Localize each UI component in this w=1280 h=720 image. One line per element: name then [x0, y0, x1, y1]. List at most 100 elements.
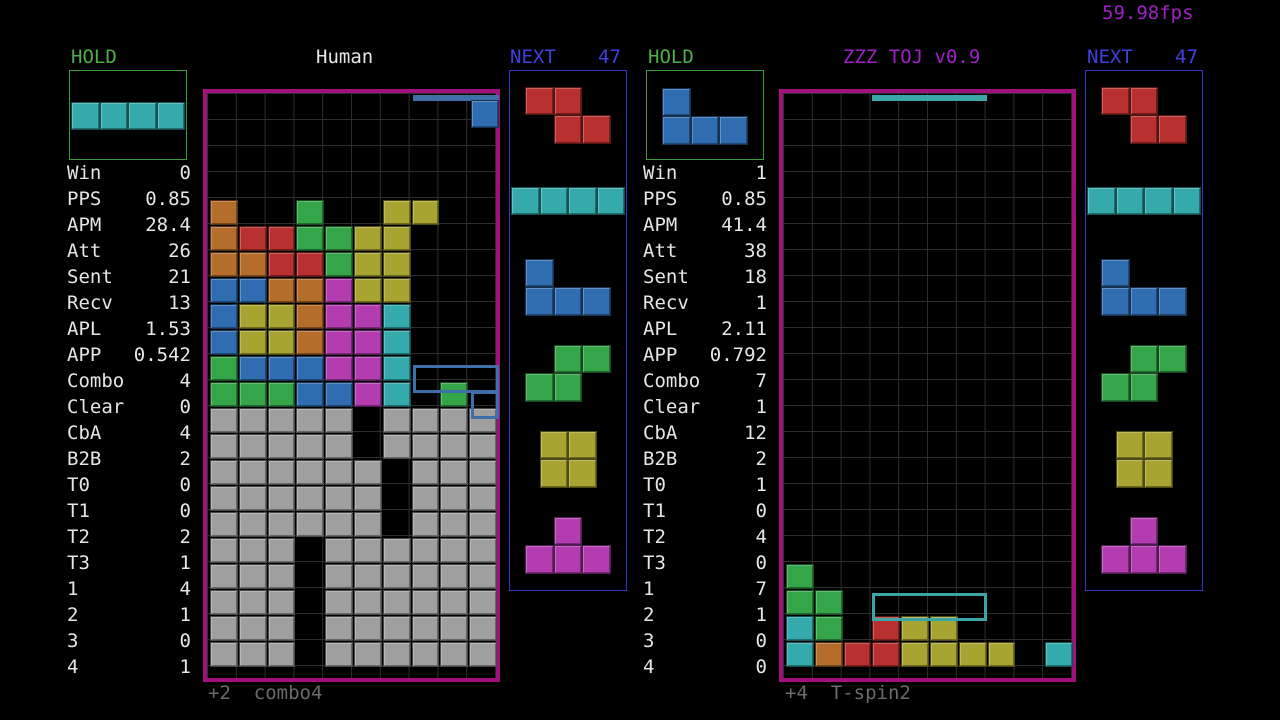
right-next-piece-block — [1115, 430, 1144, 459]
left-hold-piece-block — [128, 101, 157, 131]
left-block-G — [238, 486, 267, 511]
left-block-G — [325, 590, 353, 615]
left-block-G — [267, 486, 296, 511]
right-status-text: +4 T-spin2 — [785, 682, 911, 704]
left-stat-label: 2 — [67, 604, 79, 626]
right-next-pieces — [1086, 71, 1204, 592]
left-falling-piece-top — [413, 95, 499, 101]
left-block-G — [411, 616, 440, 641]
left-next-piece-block — [553, 373, 583, 402]
left-block-G — [267, 408, 296, 433]
left-block-O — [267, 304, 296, 329]
right-block-I — [786, 642, 814, 667]
right-stat-label: APM — [643, 214, 678, 236]
left-block-G — [469, 616, 497, 641]
left-block-T — [354, 330, 382, 355]
left-block-J — [210, 304, 238, 329]
right-next-piece-block — [1087, 186, 1116, 216]
left-block-S — [296, 226, 325, 251]
left-stat-value: 1 — [179, 552, 191, 574]
left-block-G — [411, 564, 440, 589]
right-stat-label: 2 — [643, 604, 655, 626]
right-stat-value: 0.85 — [721, 188, 767, 210]
right-stat-value: 7 — [755, 370, 767, 392]
left-next-piece-block — [553, 115, 583, 144]
left-block-G — [440, 642, 469, 667]
left-block-T — [325, 330, 353, 355]
left-stat-label: PPS — [67, 188, 102, 210]
left-block-O — [382, 226, 411, 251]
left-block-J — [210, 278, 238, 303]
left-stat-value: 1 — [179, 656, 191, 678]
right-stat-label: T3 — [643, 552, 666, 574]
left-block-G — [210, 538, 238, 563]
right-falling-piece-top — [872, 95, 987, 101]
left-block-G — [469, 460, 497, 485]
left-block-G — [210, 512, 238, 537]
left-block-G — [382, 642, 411, 667]
left-next-piece-block — [553, 516, 583, 545]
right-next-piece-block — [1144, 459, 1173, 488]
right-stat-label: 4 — [643, 656, 655, 678]
right-block-S — [786, 590, 814, 615]
right-stat-value: 4 — [755, 526, 767, 548]
left-block-G — [296, 486, 325, 511]
left-next-queue — [509, 70, 627, 591]
left-stat-value: 0.85 — [145, 188, 191, 210]
left-stat-label: Sent — [67, 266, 113, 288]
left-stat-label: 3 — [67, 630, 79, 652]
right-stat-label: APP — [643, 344, 678, 366]
right-block-Z — [872, 642, 901, 667]
left-stat-label: T3 — [67, 552, 90, 574]
left-block-G — [382, 408, 411, 433]
left-block-G — [354, 538, 382, 563]
left-block-G — [440, 460, 469, 485]
right-stat-label: T1 — [643, 500, 666, 522]
left-block-G — [469, 434, 497, 459]
left-block-G — [210, 460, 238, 485]
left-block-I — [382, 330, 411, 355]
right-stat-label: CbA — [643, 422, 678, 444]
left-block-G — [469, 538, 497, 563]
right-stat-label: 1 — [643, 578, 655, 600]
left-next-piece-block — [553, 545, 583, 574]
left-block-G — [411, 642, 440, 667]
right-next-piece-block — [1115, 459, 1144, 488]
right-next-piece-block — [1129, 287, 1159, 316]
left-next-piece-block — [582, 115, 611, 144]
right-stat-value: 41.4 — [721, 214, 767, 236]
right-stat-value: 7 — [755, 578, 767, 600]
left-stat-value: 26 — [168, 240, 191, 262]
left-block-G — [382, 434, 411, 459]
left-stat-value: 4 — [179, 578, 191, 600]
right-block-S — [814, 590, 843, 615]
right-next-piece-block — [1129, 86, 1159, 115]
left-block-G — [325, 408, 353, 433]
left-next-label: NEXT — [510, 46, 556, 68]
right-next-piece-block — [1172, 186, 1201, 216]
left-next-piece-block — [582, 287, 611, 316]
left-block-G — [210, 486, 238, 511]
right-next-piece-block — [1129, 373, 1159, 402]
left-block-O — [382, 278, 411, 303]
left-block-G — [469, 512, 497, 537]
left-block-G — [210, 408, 238, 433]
left-block-O — [354, 278, 382, 303]
left-stat-value: 0 — [179, 396, 191, 418]
left-block-I — [382, 304, 411, 329]
left-block-S — [325, 252, 353, 277]
right-next-piece-block — [1158, 344, 1187, 373]
left-block-L — [267, 278, 296, 303]
left-block-G — [469, 486, 497, 511]
left-block-O — [382, 252, 411, 277]
left-stat-label: APP — [67, 344, 102, 366]
right-hold-label: HOLD — [648, 46, 694, 68]
left-next-piece-block — [539, 430, 568, 459]
left-block-G — [267, 642, 296, 667]
left-block-L — [210, 252, 238, 277]
right-stat-label: Att — [643, 240, 678, 262]
left-block-G — [440, 590, 469, 615]
left-block-L — [296, 278, 325, 303]
right-stat-value: 1 — [755, 604, 767, 626]
right-stat-label: T0 — [643, 474, 666, 496]
